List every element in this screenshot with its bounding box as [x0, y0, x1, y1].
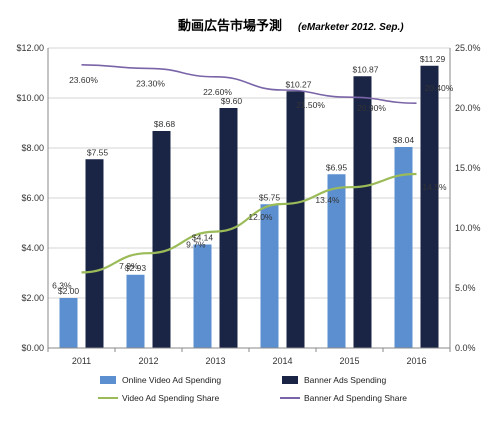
- banner-share-label: 22.60%: [203, 87, 232, 97]
- chart-subtitle: (eMarketer 2012. Sep.): [298, 22, 404, 33]
- video-share-label: 12.0%: [248, 212, 273, 222]
- video-ad-bar: [59, 298, 78, 348]
- video-ad-bar: [193, 244, 212, 348]
- banner-share-label: 20.90%: [357, 103, 386, 113]
- banner-ad-bar-label: $7.55: [87, 147, 109, 157]
- axes: $0.00 $2.00 $4.00 $6.00 $8.00 $10.00 $12.00 0.0…: [16, 43, 480, 366]
- y-right-tick-label: 25.0%: [455, 43, 481, 53]
- legend-banner-ad-swatch: [282, 376, 298, 384]
- bars: [59, 65, 439, 348]
- video-ad-bar-label: $2.93: [125, 263, 147, 273]
- banner-ad-bar: [219, 108, 238, 348]
- video-ad-bar-label: $2.00: [58, 286, 80, 296]
- video-ad-bar-label: $6.95: [326, 162, 348, 172]
- y-left-tick-label: $0.00: [21, 343, 44, 353]
- banner-ad-bar: [152, 131, 171, 348]
- video-ad-bar-label: $5.75: [259, 192, 281, 202]
- video-share-label: 7.9%: [119, 261, 139, 271]
- y-left-tick-label: $4.00: [21, 243, 44, 253]
- video-share-label: 6.3%: [52, 280, 72, 290]
- video-share-label: 9.7%: [186, 240, 206, 250]
- video-ad-bar-label: $8.04: [393, 135, 415, 145]
- banner-ad-bar-label: $8.68: [154, 119, 176, 129]
- banner-ad-bar-label: $9.60: [221, 96, 243, 106]
- video-ad-bar-label: $4.14: [192, 233, 214, 243]
- y-right-tick-label: 10.0%: [455, 223, 481, 233]
- x-tick-label: 2015: [339, 356, 359, 366]
- legend: Online Video Ad Spending Banner Ads Spend…: [98, 375, 407, 403]
- banner-share-label: 20.40%: [425, 83, 454, 93]
- legend-video-ad-swatch: [100, 376, 116, 384]
- video-ad-bar: [260, 204, 279, 348]
- y-right-tick-label: 0.0%: [455, 343, 476, 353]
- video-share-line: [81, 172, 417, 274]
- banner-ad-bar-label: $10.27: [286, 79, 312, 89]
- banner-share-label: 21.50%: [296, 100, 325, 110]
- data-labels: $2.00 $2.93 $4.14 $5.75 $6.95 $8.04 $7.55 $8.68…: [52, 54, 454, 296]
- x-tick-label: 2013: [205, 356, 225, 366]
- x-tick-label: 2014: [272, 356, 292, 366]
- video-ad-bar: [126, 274, 145, 348]
- y-left-tick-label: $12.00: [16, 43, 44, 53]
- video-share-label: 13.4%: [315, 195, 340, 205]
- video-ad-bar: [327, 174, 346, 348]
- y-right-tick-label: 5.0%: [455, 283, 476, 293]
- legend-banner-ad-label: Banner Ads Spending: [304, 375, 387, 385]
- x-tick-label: 2016: [406, 356, 426, 366]
- video-share-label: 14.5%: [423, 182, 448, 192]
- chart-title: 動画広告市場予測: [178, 18, 282, 34]
- banner-ad-bar: [85, 159, 104, 348]
- y-left-tick-label: $6.00: [21, 193, 44, 203]
- gridlines: [48, 47, 450, 349]
- y-right-tick-label: 20.0%: [455, 103, 481, 113]
- y-left-tick-label: $2.00: [21, 293, 44, 303]
- lines: [81, 64, 417, 274]
- x-tick-label: 2011: [72, 356, 91, 366]
- legend-video-ad-label: Online Video Ad Spending: [122, 375, 221, 385]
- banner-share-label: 23.30%: [136, 78, 165, 88]
- banner-share-label: 23.60%: [69, 75, 98, 85]
- y-left-tick-label: $10.00: [16, 93, 44, 103]
- banner-ad-bar: [286, 91, 305, 348]
- banner-ad-bar-label: $11.29: [420, 54, 446, 64]
- banner-ad-bar-label: $10.87: [353, 64, 379, 74]
- legend-video-share-label: Video Ad Spending Share: [122, 393, 219, 403]
- video-ad-bar: [394, 147, 413, 348]
- legend-banner-share-label: Banner Ad Spending Share: [304, 393, 407, 403]
- y-right-tick-label: 15.0%: [455, 163, 481, 173]
- banner-ad-bar: [353, 76, 372, 348]
- y-left-tick-label: $8.00: [21, 143, 44, 153]
- banner-ad-bar: [420, 65, 439, 348]
- x-tick-label: 2012: [138, 356, 158, 366]
- banner-share-line: [81, 64, 417, 104]
